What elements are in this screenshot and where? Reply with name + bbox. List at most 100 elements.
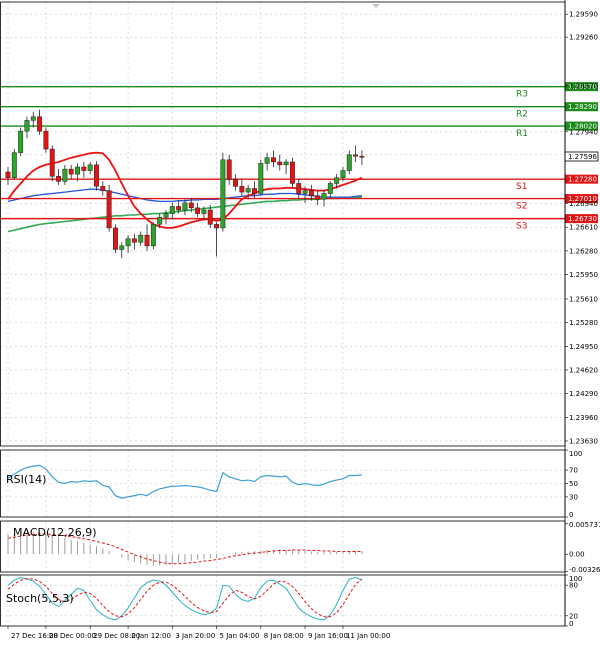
candle	[245, 184, 251, 200]
candle-body	[195, 207, 201, 214]
price-tick-label: 1.23630	[569, 437, 598, 445]
level-tag-text-r2: 1.28290	[568, 103, 597, 111]
candle	[24, 116, 30, 139]
candle	[94, 161, 99, 191]
candle	[30, 111, 36, 128]
indicators	[7, 464, 363, 621]
candle-body	[112, 227, 118, 250]
candle-body	[239, 186, 245, 193]
candle	[195, 202, 201, 218]
candle-body	[289, 161, 295, 184]
candle-body	[353, 154, 359, 157]
panel-frames	[0, 0, 566, 627]
candle-body	[245, 188, 251, 193]
price-tick-label: 1.26610	[569, 224, 598, 232]
price-tick-label: 1.28570	[569, 82, 598, 90]
rsi-title: RSI(14)	[6, 473, 46, 486]
candle	[56, 169, 62, 185]
scroll-triangle-icon[interactable]	[372, 4, 380, 8]
candle-body	[214, 224, 220, 229]
rsi-tick-label: 50	[569, 480, 578, 488]
price-tick-label: 1.26940	[569, 200, 598, 208]
candle-body	[233, 178, 238, 187]
macd-title: MACD(12,26,9)	[13, 526, 97, 539]
stoch-tick-label: 80	[569, 582, 578, 590]
candle-body	[283, 161, 289, 166]
ma-red-line	[7, 151, 363, 229]
candle	[87, 161, 93, 175]
macd-tick-label: 0.005731	[569, 521, 600, 529]
price-tick-label: 1.29260	[569, 34, 598, 42]
candle-body	[315, 195, 321, 200]
candle-body	[94, 164, 99, 187]
level-tag-r2	[565, 102, 598, 112]
candle-body	[201, 209, 207, 214]
candle	[296, 179, 302, 200]
stoch-main-line	[7, 576, 363, 621]
candle-body	[359, 155, 365, 158]
price-axis: 1.29590 1.29260 1.28570 1.27940 1.27596 1.269…	[564, 11, 600, 628]
level-label-r2: R2	[516, 110, 528, 120]
candle-body	[24, 120, 30, 132]
current-price-label: 1.27596	[568, 153, 597, 161]
candle-body	[75, 166, 80, 175]
candle	[270, 150, 276, 167]
candle	[252, 181, 257, 198]
rsi-tick-label: 30	[569, 493, 578, 501]
candle-body	[226, 159, 232, 180]
level-tag-s1	[565, 174, 598, 184]
candle-body	[150, 224, 156, 247]
rsi-tick-label: 0	[569, 511, 573, 519]
candle-body	[252, 188, 257, 194]
candle	[258, 159, 264, 196]
panel-titles: RSI(14) MACD(12,26,9) Stoch(5,5,3)	[6, 473, 97, 605]
candle	[302, 186, 308, 203]
candle-body	[302, 190, 308, 194]
time-tick-label: 5 Jan 04:00	[220, 632, 260, 640]
level-tag-text-s1: 1.27280	[568, 176, 597, 184]
candle	[289, 157, 295, 189]
level-tag-text-s2: 1.27010	[568, 195, 597, 203]
candle	[43, 127, 49, 153]
candle	[5, 166, 11, 185]
candle	[150, 222, 156, 250]
price-tick-label: 1.25280	[569, 319, 598, 327]
candle	[214, 222, 220, 257]
candle	[334, 174, 340, 189]
time-tick-label: 28 Dec 00:00	[49, 632, 96, 640]
candle	[201, 206, 207, 221]
candle	[359, 150, 365, 165]
candle-body	[182, 202, 188, 211]
candle-body	[43, 130, 49, 150]
candle-body	[296, 183, 302, 194]
candle	[233, 174, 238, 191]
scroll-marker[interactable]	[372, 4, 380, 8]
stoch-tick-label: 0	[569, 620, 573, 628]
macd-tick-label: -0.003269	[569, 566, 600, 574]
price-tick-label: 1.24950	[569, 343, 598, 351]
candle-body	[176, 206, 182, 211]
candle	[182, 199, 188, 216]
candle	[106, 184, 112, 232]
candle-body	[56, 176, 62, 182]
candle-body	[270, 157, 276, 163]
candle-body	[49, 148, 55, 177]
candle	[340, 166, 346, 182]
rsi-tick-label: 100	[569, 450, 582, 458]
candle-body	[207, 209, 213, 225]
candle	[75, 163, 80, 182]
level-label-s2: S2	[516, 202, 527, 212]
candle	[138, 231, 144, 246]
level-tag-s2	[565, 194, 598, 204]
candle	[163, 210, 169, 225]
candle-body	[68, 168, 74, 175]
price-tick-label: 1.24290	[569, 390, 598, 398]
price-tick-label: 1.29590	[569, 11, 598, 19]
candle	[100, 181, 106, 196]
stoch-signal-line	[7, 578, 363, 618]
candle-body	[119, 245, 125, 250]
candle-body	[131, 238, 137, 243]
level-label-r3: R3	[516, 90, 528, 100]
